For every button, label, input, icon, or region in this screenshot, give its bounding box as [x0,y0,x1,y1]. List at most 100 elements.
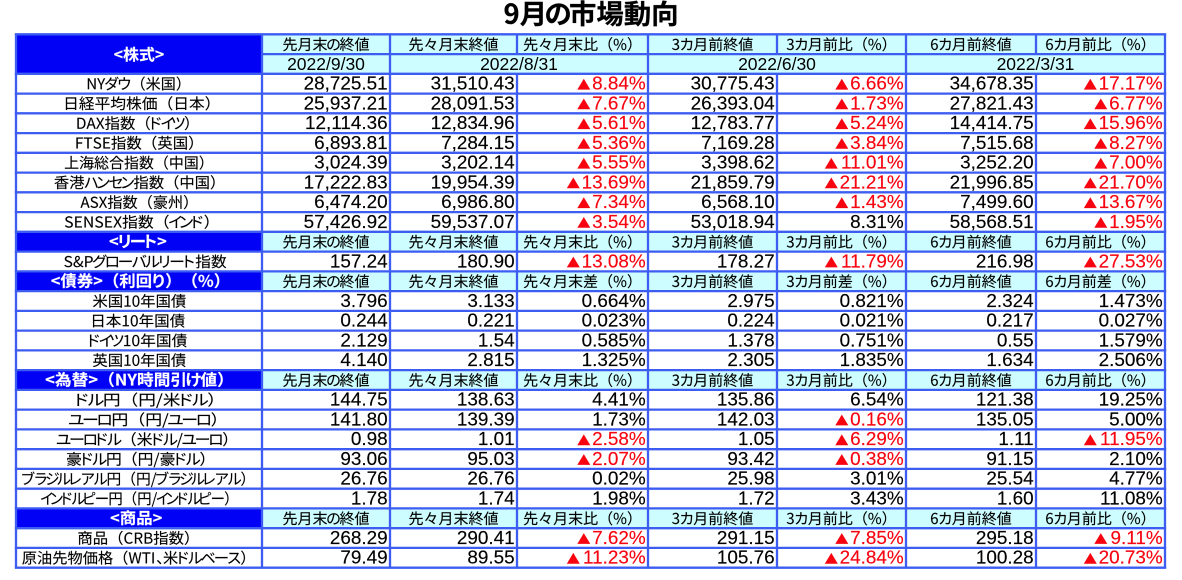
svg-text:0.55: 0.55 [997,330,1034,351]
svg-text:100.28: 100.28 [976,548,1034,569]
svg-text:53,018.94: 53,018.94 [691,212,775,233]
svg-text:11.95%: 11.95% [1100,429,1163,450]
svg-text:3,398.62: 3,398.62 [701,153,775,174]
svg-text:105.76: 105.76 [717,548,775,569]
svg-text:19.25%: 19.25% [1099,390,1163,411]
svg-text:14,414.75: 14,414.75 [950,113,1034,134]
svg-text:1.634: 1.634 [986,350,1033,371]
svg-text:26.76: 26.76 [467,469,514,490]
svg-text:3.796: 3.796 [340,291,387,312]
svg-text:6,893.81: 6,893.81 [314,133,388,154]
svg-text:0.98: 0.98 [351,429,388,450]
svg-text:0.023%: 0.023% [582,311,646,332]
svg-text:4.77%: 4.77% [1109,469,1163,490]
svg-text:5.00%: 5.00% [1109,409,1163,430]
svg-text:8.31%: 8.31% [850,212,904,233]
svg-text:2.07%: 2.07% [592,449,646,470]
svg-text:11.01%: 11.01% [841,153,904,174]
svg-text:1.95%: 1.95% [1109,212,1163,233]
svg-text:34,678.35: 34,678.35 [950,74,1034,95]
svg-text:6.29%: 6.29% [850,429,904,450]
svg-text:0.021%: 0.021% [840,311,904,332]
svg-text:2022/9/30: 2022/9/30 [287,54,365,74]
svg-text:4.140: 4.140 [340,350,387,371]
svg-text:5.55%: 5.55% [592,153,646,174]
svg-text:157.24: 157.24 [330,251,388,272]
svg-text:3.54%: 3.54% [592,212,646,233]
svg-text:7.62%: 7.62% [592,528,646,549]
svg-text:31,510.43: 31,510.43 [431,74,515,95]
svg-text:2022/6/30: 2022/6/30 [738,54,816,74]
svg-text:7.67%: 7.67% [592,93,646,114]
svg-text:3.133: 3.133 [467,291,514,312]
svg-text:3,024.39: 3,024.39 [314,153,388,174]
svg-text:0.02%: 0.02% [592,469,646,490]
svg-text:1.378: 1.378 [727,330,774,351]
svg-text:135.86: 135.86 [717,390,775,411]
svg-text:1.01: 1.01 [478,429,515,450]
svg-text:27,821.43: 27,821.43 [950,93,1034,114]
svg-text:12,834.96: 12,834.96 [431,113,515,134]
svg-text:2.129: 2.129 [340,330,387,351]
svg-text:2.815: 2.815 [467,350,514,371]
svg-text:1.43%: 1.43% [850,192,904,213]
svg-text:0.224: 0.224 [727,311,774,332]
svg-text:25.98: 25.98 [727,469,774,490]
svg-text:7,169.28: 7,169.28 [701,133,775,154]
svg-text:25,937.21: 25,937.21 [304,93,388,114]
svg-text:26,393.04: 26,393.04 [691,93,775,114]
svg-text:7,284.15: 7,284.15 [441,133,515,154]
svg-text:0.217: 0.217 [986,311,1033,332]
svg-text:1.74: 1.74 [478,488,515,509]
svg-text:12,783.77: 12,783.77 [691,113,775,134]
svg-text:21,996.85: 21,996.85 [950,172,1034,193]
svg-text:2.10%: 2.10% [1109,449,1163,470]
svg-text:121.38: 121.38 [976,390,1034,411]
svg-text:2.975: 2.975 [727,291,774,312]
svg-text:0.751%: 0.751% [840,330,904,351]
svg-text:6,568.10: 6,568.10 [701,192,775,213]
svg-text:0.38%: 0.38% [850,449,904,470]
svg-text:1.73%: 1.73% [592,409,646,430]
svg-text:13.67%: 13.67% [1099,192,1163,213]
svg-text:0.16%: 0.16% [850,409,904,430]
svg-text:268.29: 268.29 [330,528,388,549]
svg-text:142.03: 142.03 [717,409,775,430]
svg-text:1.835%: 1.835% [840,350,904,371]
svg-text:30,775.43: 30,775.43 [691,74,775,95]
svg-text:13.08%: 13.08% [582,251,646,272]
svg-text:17.17%: 17.17% [1099,74,1163,95]
svg-text:2.305: 2.305 [727,350,774,371]
svg-text:1.325%: 1.325% [582,350,646,371]
svg-text:3,202.14: 3,202.14 [441,153,515,174]
svg-text:138.63: 138.63 [457,390,515,411]
svg-text:5.61%: 5.61% [592,113,646,134]
svg-text:0.244: 0.244 [340,311,387,332]
svg-text:180.90: 180.90 [457,251,515,272]
svg-text:0.585%: 0.585% [582,330,646,351]
svg-text:3.01%: 3.01% [850,469,904,490]
svg-text:1.11: 1.11 [998,429,1033,450]
svg-text:15.96%: 15.96% [1099,113,1163,134]
svg-text:6,474.20: 6,474.20 [314,192,388,213]
svg-text:2022/3/31: 2022/3/31 [997,54,1075,74]
svg-text:1.98%: 1.98% [592,488,646,509]
svg-text:3.84%: 3.84% [850,133,904,154]
svg-text:141.80: 141.80 [330,409,388,430]
svg-text:1.473%: 1.473% [1099,291,1163,312]
svg-text:58,568.51: 58,568.51 [950,212,1034,233]
svg-text:24.84%: 24.84% [840,548,904,569]
svg-text:93.42: 93.42 [727,449,774,470]
svg-text:59,537.07: 59,537.07 [431,212,515,233]
svg-text:20.73%: 20.73% [1099,548,1163,569]
svg-text:2.324: 2.324 [986,291,1033,312]
svg-text:4.41%: 4.41% [592,390,646,411]
svg-text:28,091.53: 28,091.53 [431,93,515,114]
svg-text:7.34%: 7.34% [592,192,646,213]
svg-text:89.55: 89.55 [467,548,514,569]
svg-text:7,499.60: 7,499.60 [960,192,1034,213]
svg-text:7,515.68: 7,515.68 [960,133,1034,154]
svg-text:11.23%: 11.23% [583,548,646,569]
svg-text:19,954.39: 19,954.39 [431,172,515,193]
svg-text:1.579%: 1.579% [1099,330,1163,351]
